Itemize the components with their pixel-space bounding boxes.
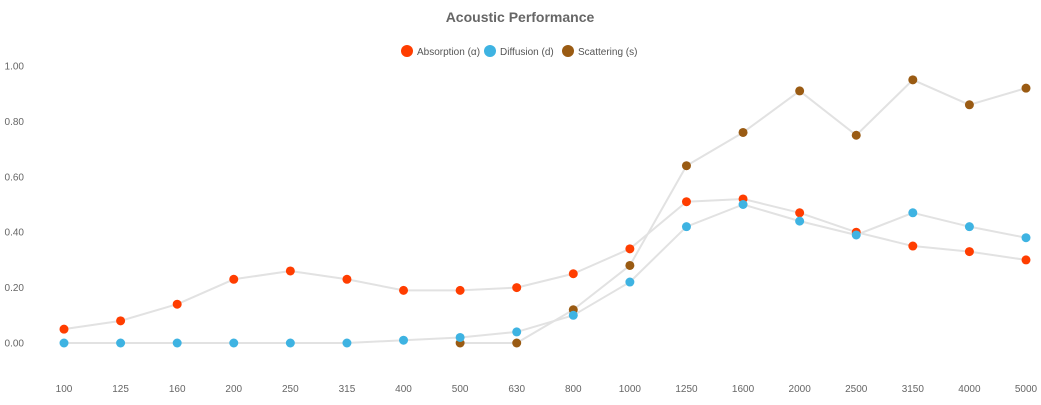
series-line [63,197,1027,331]
legend-item[interactable]: Diffusion (d) [484,45,554,58]
data-point[interactable] [1021,83,1031,93]
data-point[interactable] [172,338,182,348]
x-tick-label: 3150 [902,384,925,395]
series-line [64,203,1027,344]
data-point[interactable] [285,266,295,276]
data-point[interactable] [399,285,409,295]
x-tick-label: 4000 [958,384,981,395]
x-tick-label: 250 [282,384,299,395]
data-point[interactable] [568,269,578,279]
series-points [59,75,1031,348]
legend-item[interactable]: Absorption (α) [401,45,480,58]
data-point[interactable] [455,332,465,342]
x-axis: 100 125 160 200 250 315 400 500 630 800 1000 1250 16… [56,384,1038,395]
data-point[interactable] [116,316,126,326]
data-point[interactable] [116,338,126,348]
legend-marker [562,45,574,57]
legend-item[interactable]: Scattering (s) [562,45,637,58]
x-tick-label: 800 [565,384,582,395]
data-point[interactable] [229,338,239,348]
data-point[interactable] [908,208,918,218]
chart-title: Acoustic Performance [446,9,595,25]
data-point[interactable] [625,260,635,270]
data-point[interactable] [851,130,861,140]
series-lines [63,78,1027,344]
legend-label: Absorption (α) [417,47,480,58]
y-tick-label: 0.20 [5,283,25,294]
x-tick-label: 5000 [1015,384,1038,395]
data-point[interactable] [681,222,691,232]
x-tick-label: 400 [395,384,412,395]
data-point[interactable] [625,244,635,254]
data-point[interactable] [59,338,69,348]
data-point[interactable] [399,335,409,345]
data-point[interactable] [1021,233,1031,243]
y-tick-label: 1.00 [5,62,25,73]
data-point[interactable] [172,299,182,309]
data-point[interactable] [59,324,69,334]
x-tick-label: 500 [452,384,469,395]
x-tick-label: 125 [112,384,129,395]
x-tick-label: 1250 [675,384,698,395]
x-tick-label: 100 [56,384,73,395]
series-line [460,78,1027,344]
data-point[interactable] [681,197,691,207]
data-point[interactable] [285,338,295,348]
y-axis: 0.00 0.20 0.40 0.60 0.80 1.00 [5,62,25,350]
data-point[interactable] [229,274,239,284]
data-point[interactable] [1021,255,1031,265]
data-point[interactable] [795,216,805,226]
data-point[interactable] [908,75,918,85]
data-point[interactable] [455,285,465,295]
data-point[interactable] [738,200,748,209]
legend: Absorption (α) Diffusion (d) Scattering (s… [401,45,637,58]
data-point[interactable] [512,283,522,293]
legend-label: Diffusion (d) [500,47,554,58]
data-point[interactable] [512,338,522,348]
data-point[interactable] [964,100,974,110]
x-tick-label: 2500 [845,384,868,395]
y-tick-label: 0.40 [5,228,25,239]
data-point[interactable] [738,127,748,137]
x-tick-label: 315 [339,384,356,395]
x-tick-label: 630 [508,384,525,395]
x-tick-label: 1000 [619,384,642,395]
data-point[interactable] [568,310,578,320]
x-tick-label: 2000 [789,384,812,395]
x-tick-label: 160 [169,384,186,395]
data-point[interactable] [795,86,805,96]
data-point[interactable] [795,208,805,218]
data-point[interactable] [964,247,974,257]
data-point[interactable] [512,327,522,337]
x-tick-label: 200 [225,384,242,395]
y-tick-label: 0.00 [5,339,25,350]
data-point[interactable] [964,222,974,232]
legend-label: Scattering (s) [578,47,637,58]
legend-marker [401,45,413,57]
data-point[interactable] [342,274,352,284]
data-point[interactable] [625,277,635,287]
data-point[interactable] [342,338,352,348]
data-point[interactable] [908,241,918,251]
data-point[interactable] [681,161,691,171]
legend-marker [484,45,496,57]
y-tick-label: 0.80 [5,117,25,128]
y-tick-label: 0.60 [5,172,25,183]
x-tick-label: 1600 [732,384,755,395]
data-point[interactable] [851,230,861,240]
